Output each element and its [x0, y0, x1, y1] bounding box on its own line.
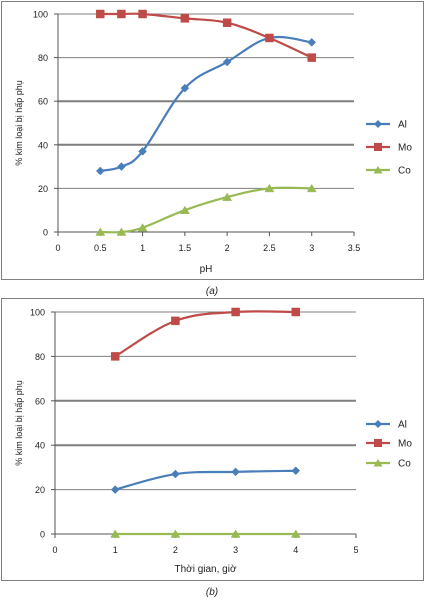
series-line-mo [114, 310, 296, 358]
y-tick-label: 60 [38, 97, 48, 107]
legend-marker-al [374, 120, 382, 128]
y-tick-label: 60 [35, 396, 45, 406]
x-tick-label: 1 [113, 545, 118, 555]
panel-a-caption: (a) [206, 286, 218, 297]
chart-b: 0 20 40 60 80 100 0 1 2 3 4 5 Thời gian, giờ % kim lo… [14, 308, 412, 576]
y-tick-label: 40 [35, 441, 45, 451]
x-tick-label: 2.5 [263, 243, 276, 253]
panel-b-caption: (b) [206, 587, 218, 598]
legend-marker-co [373, 166, 383, 174]
data-point-co [222, 192, 233, 201]
data-point-al [180, 83, 190, 93]
y-tick-label: 100 [33, 10, 48, 20]
data-point-mo [307, 53, 316, 62]
y-tick-label: 80 [35, 352, 45, 362]
x-axis-label: pH [200, 264, 213, 275]
data-point-mo [117, 9, 126, 19]
data-point-mo [171, 316, 180, 326]
chart-a: 0 20 40 60 80 100 0 0.5 1 1.5 2 2.5 3 3.5 pH % kim loại… [14, 10, 412, 276]
legend-marker-al [374, 420, 382, 428]
data-point-mo [180, 14, 190, 23]
data-point-al [117, 162, 126, 171]
x-tick-label: 0 [55, 243, 60, 253]
x-tick-label: 2 [173, 545, 178, 555]
x-tick-label: 4 [293, 545, 298, 555]
y-axis-label: % kim loại bị hấp phụ [14, 80, 24, 166]
data-point-mo [291, 307, 301, 317]
legend-label-al: Al [398, 420, 407, 431]
x-tick-label: 5 [353, 545, 358, 555]
x-tick-label: 0.5 [94, 243, 107, 253]
data-point-co [137, 223, 148, 232]
data-point-co [230, 529, 241, 538]
data-point-co [264, 183, 275, 193]
data-point-co [110, 529, 121, 538]
legend-marker-mo [374, 439, 382, 447]
y-tick-label: 20 [35, 485, 45, 495]
data-point-al [291, 466, 301, 476]
data-point-co [290, 529, 301, 538]
legend-label-mo: Mo [398, 143, 412, 154]
x-tick-label: 3 [233, 545, 238, 555]
x-tick-label: 2 [225, 243, 230, 253]
data-point-mo [96, 9, 105, 19]
x-tick-label: 3.5 [348, 243, 361, 253]
x-tick-label: 1 [140, 243, 145, 253]
x-tick-label: 3 [309, 243, 314, 253]
data-point-al [138, 146, 147, 156]
data-point-mo [138, 9, 147, 19]
y-tick-label: 100 [30, 308, 45, 318]
data-point-al [231, 467, 240, 477]
data-point-al [171, 469, 180, 479]
y-tick-label: 0 [40, 530, 45, 540]
legend-label-co: Co [398, 166, 411, 177]
data-point-mo [110, 352, 120, 361]
data-point-al [222, 57, 232, 67]
data-point-mo [265, 33, 274, 43]
series-line-al [114, 469, 296, 491]
data-point-al [95, 166, 105, 176]
legend-label-mo: Mo [398, 439, 412, 450]
legend-label-al: Al [398, 120, 407, 131]
y-tick-label: 0 [43, 228, 48, 238]
data-point-mo [222, 18, 232, 27]
data-point-co [170, 529, 181, 538]
data-point-co [116, 227, 127, 236]
data-point-mo [231, 307, 240, 317]
data-point-al [307, 37, 317, 47]
data-point-al [110, 485, 120, 494]
data-point-co [306, 183, 317, 193]
data-point-co [179, 205, 190, 214]
y-tick-label: 20 [38, 184, 48, 194]
y-axis-label: % kim loại bị hấp phụ [14, 380, 24, 466]
panel-b-frame [1, 298, 424, 581]
legend-label-co: Co [398, 459, 411, 470]
data-point-co [95, 227, 106, 236]
legend-marker-co [373, 459, 383, 467]
y-tick-label: 40 [38, 140, 48, 150]
panel-a-frame [1, 1, 424, 280]
x-tick-label: 1.5 [179, 243, 192, 253]
x-axis-label: Thời gian, giờ [174, 564, 236, 575]
x-tick-label: 0 [52, 545, 57, 555]
y-tick-label: 80 [38, 53, 48, 63]
legend-marker-mo [374, 143, 382, 151]
